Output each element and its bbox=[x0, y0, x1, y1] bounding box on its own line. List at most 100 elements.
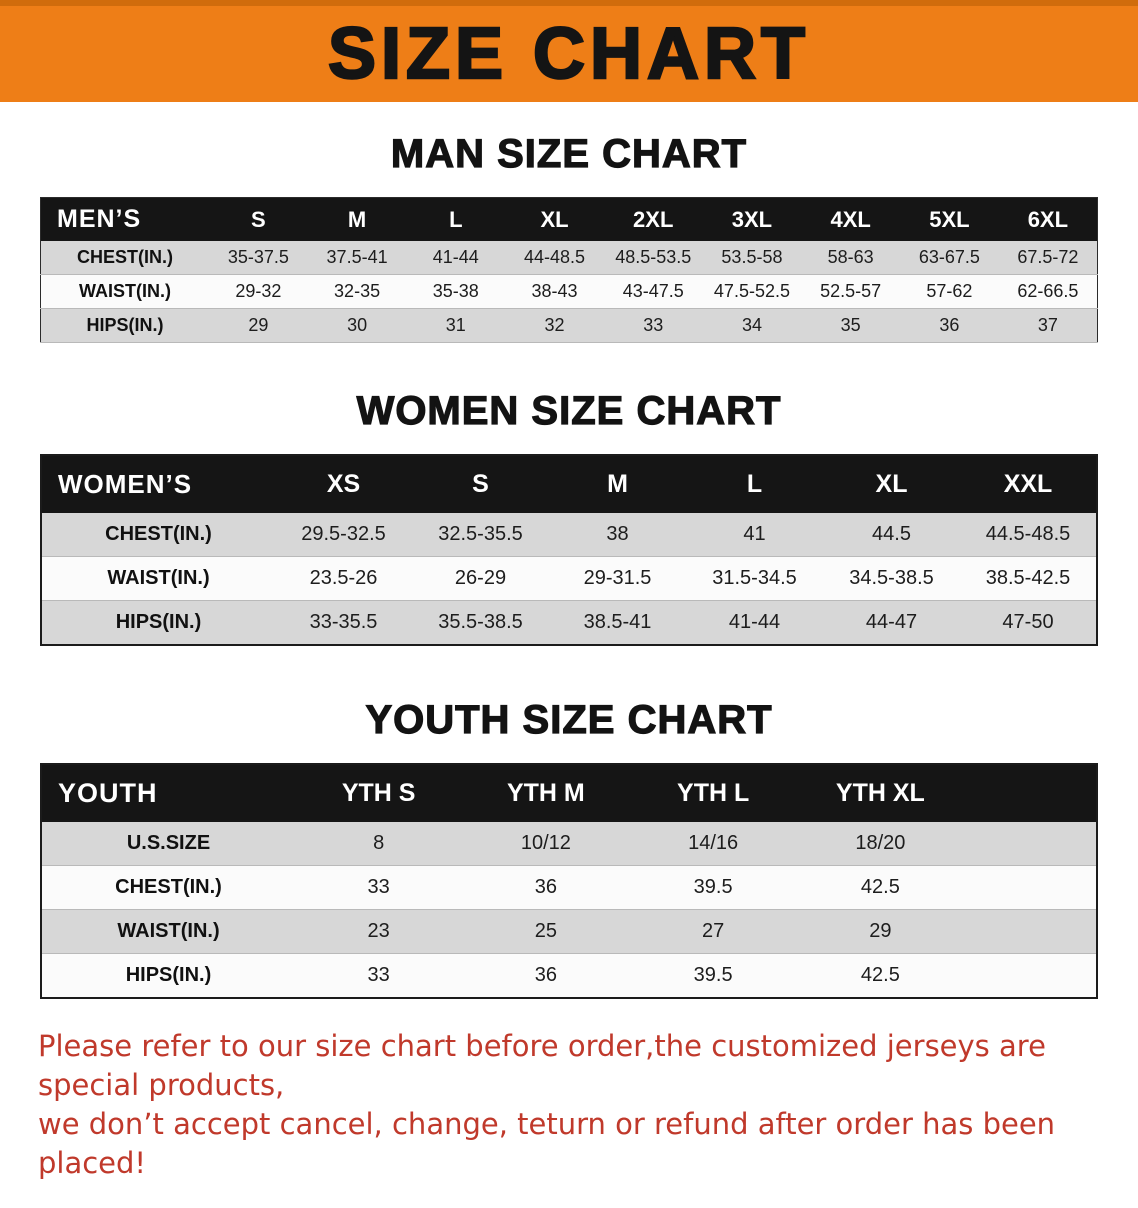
row-label-waist: WAIST(IN.) bbox=[117, 920, 220, 942]
men-size-header-6xl: 6XL bbox=[1027, 206, 1069, 232]
table-cell: 47-50 bbox=[1002, 611, 1054, 633]
table-cell: 39.5 bbox=[693, 964, 733, 986]
women-size-header-l: L bbox=[746, 470, 763, 498]
table-cell: 23.5-26 bbox=[309, 567, 378, 589]
table-cell: 37.5-41 bbox=[326, 247, 388, 267]
table-cell: 31.5-34.5 bbox=[712, 567, 797, 589]
youth-size-table: YOUTH YTH S YTH M YTH L YTH XL U.S.SIZE … bbox=[40, 763, 1098, 999]
table-cell: 38 bbox=[606, 523, 629, 545]
women-corner-label: WOMEN’S bbox=[58, 469, 193, 499]
youth-size-section: YOUTH SIZE CHART YOUTH YTH S YTH M YTH L… bbox=[0, 697, 1138, 999]
women-size-header-m: M bbox=[607, 470, 628, 498]
table-cell: 38.5-42.5 bbox=[985, 567, 1071, 589]
spacer-cell bbox=[964, 764, 1097, 822]
row-label-waist: WAIST(IN.) bbox=[79, 281, 171, 301]
row-label-chest: CHEST(IN.) bbox=[77, 247, 173, 267]
youth-size-header-s: YTH S bbox=[341, 779, 416, 807]
disclaimer-line-1: Please refer to our size chart before or… bbox=[38, 1029, 1046, 1103]
table-cell: 36 bbox=[534, 964, 557, 986]
table-cell: 41-44 bbox=[728, 611, 781, 633]
men-size-table: MEN’S S M L XL 2XL 3XL 4XL 5XL 6XL CHEST… bbox=[40, 197, 1098, 343]
table-cell: 26-29 bbox=[454, 567, 507, 589]
table-cell: 25 bbox=[534, 920, 557, 942]
table-cell: 53.5-58 bbox=[721, 247, 783, 267]
table-cell: 32.5-35.5 bbox=[438, 523, 523, 545]
row-label-waist: WAIST(IN.) bbox=[107, 567, 210, 589]
row-label-chest: CHEST(IN.) bbox=[115, 876, 222, 898]
table-cell: 33 bbox=[367, 964, 390, 986]
men-size-header-m: M bbox=[347, 206, 367, 232]
table-cell: 44-48.5 bbox=[523, 247, 586, 267]
men-size-header-l: L bbox=[449, 206, 463, 232]
spacer-cell bbox=[964, 866, 1097, 910]
men-size-header-4xl: 4XL bbox=[830, 206, 871, 232]
men-hips-row: HIPS(IN.) 29 30 31 32 33 34 35 36 37 bbox=[40, 308, 1098, 343]
table-cell: 35-38 bbox=[432, 281, 479, 301]
table-cell: 35 bbox=[840, 315, 861, 335]
youth-size-header-xl: YTH XL bbox=[835, 779, 925, 807]
row-label-hips: HIPS(IN.) bbox=[125, 964, 212, 986]
women-header-row: WOMEN’S XS S M L XL XXL bbox=[41, 455, 1097, 513]
youth-header-row: YOUTH YTH S YTH M YTH L YTH XL bbox=[41, 764, 1097, 822]
men-header-row: MEN’S S M L XL 2XL 3XL 4XL 5XL 6XL bbox=[40, 197, 1098, 241]
disclaimer-line-2: we don’t accept cancel, change, teturn o… bbox=[38, 1107, 1056, 1181]
youth-waist-row: WAIST(IN.) 23 25 27 29 bbox=[41, 909, 1097, 954]
table-cell: 27 bbox=[702, 920, 725, 942]
spacer-cell bbox=[964, 954, 1097, 999]
women-size-header-s: S bbox=[472, 470, 489, 498]
row-label-us-size: U.S.SIZE bbox=[126, 832, 211, 854]
men-size-header-2xl: 2XL bbox=[633, 206, 674, 232]
table-cell: 67.5-72 bbox=[1017, 247, 1079, 267]
table-cell: 42.5 bbox=[860, 964, 900, 986]
table-cell: 42.5 bbox=[860, 876, 900, 898]
women-chest-row: CHEST(IN.) 29.5-32.5 32.5-35.5 38 41 44.… bbox=[41, 513, 1097, 557]
table-cell: 63-67.5 bbox=[918, 247, 980, 267]
men-chart-heading: MAN SIZE CHART bbox=[390, 131, 748, 176]
table-cell: 31 bbox=[445, 315, 466, 335]
table-cell: 44-47 bbox=[865, 611, 918, 633]
table-cell: 57-62 bbox=[926, 281, 973, 301]
spacer-cell bbox=[964, 822, 1097, 866]
table-cell: 30 bbox=[347, 315, 368, 335]
women-hips-row: HIPS(IN.) 33-35.5 35.5-38.5 38.5-41 41-4… bbox=[41, 600, 1097, 645]
table-cell: 43-47.5 bbox=[622, 281, 684, 301]
men-size-header-3xl: 3XL bbox=[731, 206, 773, 232]
men-chest-row: CHEST(IN.) 35-37.5 37.5-41 41-44 44-48.5… bbox=[40, 241, 1098, 275]
youth-chart-heading: YOUTH SIZE CHART bbox=[365, 697, 773, 742]
table-cell: 33-35.5 bbox=[309, 611, 378, 633]
table-cell: 35-37.5 bbox=[227, 247, 289, 267]
men-waist-row: WAIST(IN.) 29-32 32-35 35-38 38-43 43-47… bbox=[40, 274, 1098, 309]
row-label-hips: HIPS(IN.) bbox=[115, 611, 202, 633]
table-cell: 44.5 bbox=[872, 523, 911, 545]
table-cell: 47.5-52.5 bbox=[713, 281, 790, 301]
table-cell: 41 bbox=[743, 523, 766, 545]
women-chart-heading: WOMEN SIZE CHART bbox=[356, 388, 782, 433]
table-cell: 37 bbox=[1037, 315, 1058, 335]
table-cell: 62-66.5 bbox=[1017, 281, 1079, 301]
youth-chest-row: CHEST(IN.) 33 36 39.5 42.5 bbox=[41, 865, 1097, 910]
table-cell: 32 bbox=[544, 315, 565, 335]
men-size-header-xl: XL bbox=[540, 206, 569, 232]
table-cell: 29 bbox=[248, 315, 269, 335]
table-cell: 44.5-48.5 bbox=[985, 523, 1071, 545]
table-cell: 58-63 bbox=[827, 247, 874, 267]
women-waist-row: WAIST(IN.) 23.5-26 26-29 29-31.5 31.5-34… bbox=[41, 556, 1097, 601]
table-cell: 23 bbox=[367, 920, 390, 942]
table-cell: 34.5-38.5 bbox=[849, 567, 934, 589]
table-cell: 48.5-53.5 bbox=[615, 247, 692, 267]
table-cell: 14/16 bbox=[688, 832, 739, 854]
table-cell: 8 bbox=[373, 832, 385, 854]
men-size-section: MAN SIZE CHART MEN’S S M L XL 2XL 3XL 4X… bbox=[0, 131, 1138, 343]
table-cell: 38.5-41 bbox=[583, 611, 652, 633]
disclaimer-text: Please refer to our size chart before or… bbox=[38, 1027, 1100, 1184]
table-cell: 52.5-57 bbox=[820, 281, 882, 301]
table-cell: 41-44 bbox=[432, 247, 479, 267]
row-label-hips: HIPS(IN.) bbox=[86, 315, 164, 335]
youth-ussize-row: U.S.SIZE 8 10/12 14/16 18/20 bbox=[41, 822, 1097, 866]
youth-size-header-l: YTH L bbox=[677, 779, 750, 807]
table-cell: 36 bbox=[939, 315, 960, 335]
table-cell: 29-32 bbox=[235, 281, 282, 301]
table-cell: 29.5-32.5 bbox=[301, 523, 386, 545]
spacer-cell bbox=[964, 910, 1097, 954]
men-corner-label: MEN’S bbox=[57, 205, 142, 233]
